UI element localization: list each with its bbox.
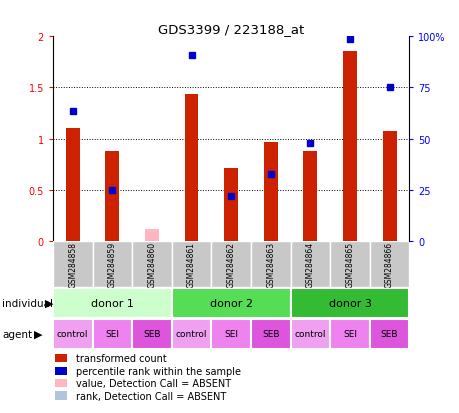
Bar xyxy=(184,95,198,242)
Text: donor 1: donor 1 xyxy=(91,298,134,308)
Text: ▶: ▶ xyxy=(34,329,42,339)
Bar xyxy=(290,288,409,318)
Bar xyxy=(224,169,238,242)
Bar xyxy=(53,319,92,349)
Text: value, Detection Call = ABSENT: value, Detection Call = ABSENT xyxy=(76,378,230,388)
Bar xyxy=(132,319,171,349)
Text: ▶: ▶ xyxy=(45,298,53,308)
Text: agent: agent xyxy=(2,329,32,339)
Bar xyxy=(132,242,171,287)
Text: GSM284862: GSM284862 xyxy=(226,241,235,287)
Bar xyxy=(330,242,369,287)
Bar xyxy=(92,242,132,287)
Text: donor 3: donor 3 xyxy=(328,298,370,308)
Text: GSM284863: GSM284863 xyxy=(266,241,274,287)
Bar xyxy=(382,131,396,242)
Text: control: control xyxy=(294,330,325,339)
Bar xyxy=(53,288,171,318)
Text: control: control xyxy=(175,330,207,339)
Text: GSM284858: GSM284858 xyxy=(68,241,77,287)
Bar xyxy=(290,319,330,349)
Bar xyxy=(105,152,119,242)
Text: SEB: SEB xyxy=(380,330,397,339)
Bar xyxy=(342,52,356,242)
Bar xyxy=(251,319,290,349)
Bar xyxy=(211,319,251,349)
Bar xyxy=(369,242,409,287)
Bar xyxy=(290,242,330,287)
Text: rank, Detection Call = ABSENT: rank, Detection Call = ABSENT xyxy=(76,391,226,401)
Bar xyxy=(211,242,251,287)
Bar xyxy=(251,242,290,287)
Bar xyxy=(303,152,317,242)
Bar xyxy=(330,319,369,349)
Bar xyxy=(66,129,79,242)
Title: GDS3399 / 223188_at: GDS3399 / 223188_at xyxy=(158,23,303,36)
Bar xyxy=(369,319,409,349)
Text: individual: individual xyxy=(2,298,53,308)
Text: SEB: SEB xyxy=(143,330,160,339)
Text: GSM284866: GSM284866 xyxy=(384,241,393,287)
Text: SEI: SEI xyxy=(224,330,238,339)
Bar xyxy=(263,142,277,242)
Text: GSM284864: GSM284864 xyxy=(305,241,314,287)
Text: percentile rank within the sample: percentile rank within the sample xyxy=(76,366,241,376)
Text: donor 2: donor 2 xyxy=(209,298,252,308)
Text: SEI: SEI xyxy=(105,330,119,339)
Bar xyxy=(92,319,132,349)
Text: GSM284865: GSM284865 xyxy=(345,241,354,287)
Text: control: control xyxy=(57,330,88,339)
Text: GSM284860: GSM284860 xyxy=(147,241,156,287)
Bar xyxy=(171,319,211,349)
Text: SEB: SEB xyxy=(262,330,279,339)
Bar xyxy=(53,242,92,287)
Text: GSM284859: GSM284859 xyxy=(107,241,117,287)
Bar xyxy=(171,242,211,287)
Bar xyxy=(145,229,158,242)
Text: SEI: SEI xyxy=(342,330,356,339)
Bar xyxy=(171,288,290,318)
Text: GSM284861: GSM284861 xyxy=(187,241,196,287)
Text: transformed count: transformed count xyxy=(76,354,166,363)
